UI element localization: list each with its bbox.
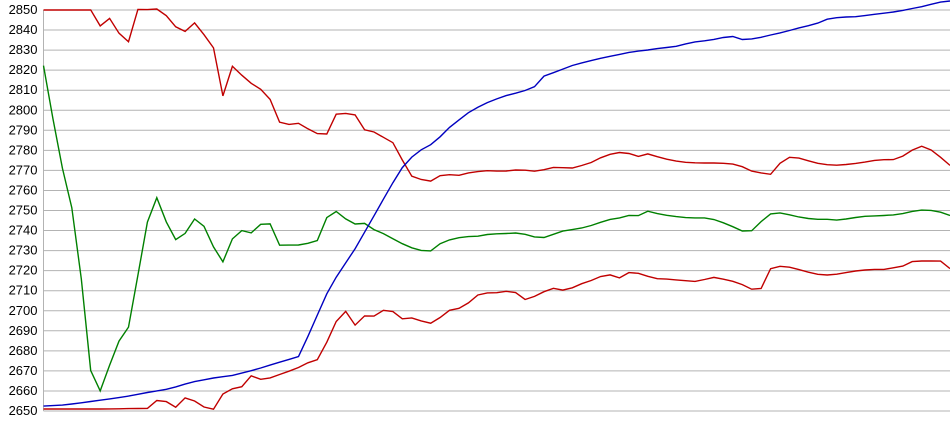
svg-text:2830: 2830 — [9, 42, 38, 57]
svg-text:2760: 2760 — [9, 182, 38, 197]
svg-text:2670: 2670 — [9, 363, 38, 378]
svg-text:2800: 2800 — [9, 102, 38, 117]
svg-text:2650: 2650 — [9, 403, 38, 418]
svg-text:2690: 2690 — [9, 323, 38, 338]
svg-text:2770: 2770 — [9, 162, 38, 177]
svg-text:2850: 2850 — [9, 2, 38, 17]
svg-text:2700: 2700 — [9, 303, 38, 318]
svg-text:2780: 2780 — [9, 142, 38, 157]
svg-text:2840: 2840 — [9, 22, 38, 37]
svg-text:2660: 2660 — [9, 383, 38, 398]
svg-text:2810: 2810 — [9, 82, 38, 97]
svg-text:2720: 2720 — [9, 263, 38, 278]
svg-text:2820: 2820 — [9, 62, 38, 77]
svg-text:2790: 2790 — [9, 122, 38, 137]
svg-text:2740: 2740 — [9, 223, 38, 238]
svg-text:2750: 2750 — [9, 203, 38, 218]
svg-text:2710: 2710 — [9, 283, 38, 298]
svg-text:2730: 2730 — [9, 243, 38, 258]
svg-text:2680: 2680 — [9, 343, 38, 358]
